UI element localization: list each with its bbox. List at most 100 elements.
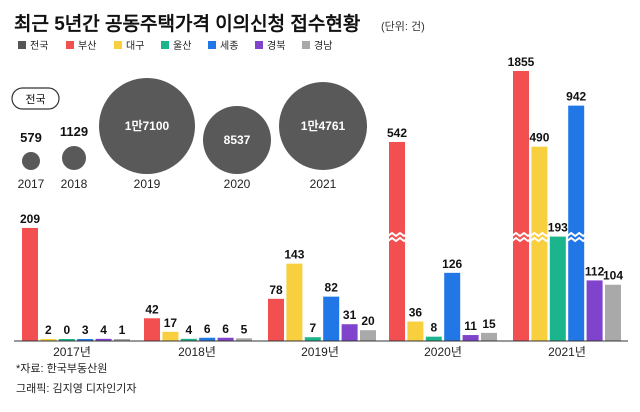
axis-break-lower-2020년-부산 — [387, 236, 407, 243]
national-badge-label: 전국 — [25, 93, 45, 106]
bar-2021년-경북 — [586, 280, 603, 341]
value-label-2020년-대구: 36 — [409, 306, 423, 320]
bar-2018년-세종 — [199, 337, 216, 341]
bar-2019년-부산 — [268, 298, 284, 341]
legend-swatch-부산 — [66, 41, 74, 49]
bar-2019년-울산 — [304, 337, 321, 341]
bar-2017년-울산 — [58, 339, 75, 341]
bar-2018년-부산 — [144, 318, 160, 341]
national-value-2018: 1129 — [60, 124, 88, 139]
value-label-2017년-울산: 0 — [63, 323, 70, 337]
legend-swatch-경북 — [255, 41, 263, 49]
value-label-2019년-대구: 143 — [284, 248, 304, 262]
legend-label-세종: 세종 — [220, 40, 238, 52]
bar-2020년-울산 — [425, 336, 442, 341]
bar-2019년-경북 — [341, 324, 358, 341]
value-label-2020년-경남: 15 — [482, 317, 496, 331]
axis-break-2021년-대구 — [529, 231, 549, 238]
national-year-2020: 2020 — [224, 177, 251, 191]
bar-2018년-대구 — [162, 331, 179, 341]
value-label-2021년-울산: 193 — [548, 221, 568, 235]
legend: 전국 부산 대구 울산 세종 경북 경남 — [18, 39, 332, 52]
national-year-2018: 2018 — [61, 177, 88, 191]
axis-break-lower-2021년-부산 — [511, 236, 531, 243]
value-label-2017년-부산: 209 — [20, 212, 40, 226]
bar-2018년-경남 — [236, 338, 252, 341]
bar-2021년-부산 — [513, 71, 529, 341]
value-label-2018년-부산: 42 — [145, 302, 159, 316]
value-label-2021년-경북: 112 — [585, 264, 605, 278]
legend-swatch-울산 — [161, 41, 169, 49]
bar-2019년-대구 — [286, 263, 303, 341]
bar-2021년-울산 — [549, 236, 566, 341]
value-label-2021년-대구: 490 — [529, 131, 549, 145]
legend-label-대구: 대구 — [126, 40, 144, 52]
bar-2017년-세종 — [77, 339, 94, 341]
national-value-2020: 8537 — [224, 133, 251, 147]
national-badge — [11, 87, 60, 110]
value-label-2017년-대구: 2 — [45, 323, 52, 337]
value-label-2019년-울산: 7 — [309, 321, 316, 335]
axis-break-2021년-세종 — [566, 231, 586, 238]
chart-title: 최근 5년간 공동주택가격 이의신청 접수현황 — [14, 12, 361, 35]
national-value-2017: 579 — [20, 130, 42, 145]
x-tick-2018년: 2018년 — [178, 345, 216, 359]
national-year-2019: 2019 — [134, 177, 161, 191]
bar-2021년-대구 — [531, 146, 548, 341]
x-tick-2021년: 2021년 — [548, 345, 586, 359]
value-label-2020년-부산: 542 — [387, 126, 407, 140]
value-label-2019년-부산: 78 — [269, 283, 283, 297]
legend-label-경북: 경북 — [267, 39, 285, 52]
axis-break-2020년-부산 — [387, 231, 407, 238]
legend-swatch-대구 — [114, 41, 122, 49]
axis-break-lower-2021년-대구 — [529, 236, 549, 243]
national-bubble-2017 — [22, 152, 40, 170]
axis-break-lower-2021년-세종 — [566, 236, 586, 243]
value-label-2020년-울산: 8 — [430, 321, 437, 335]
bar-2021년-경남 — [605, 284, 621, 341]
value-label-2018년-세종: 6 — [204, 322, 211, 336]
legend-label-울산: 울산 — [173, 40, 191, 52]
bar-2017년-경북 — [95, 338, 112, 341]
x-axis: 2017년 2018년 2019년 2020년 2021년 — [14, 340, 628, 359]
x-tick-2019년: 2019년 — [301, 345, 339, 359]
value-label-2018년-경북: 6 — [222, 322, 229, 336]
bar-2019년-세종 — [323, 296, 340, 341]
national-year-2017: 2017 — [18, 177, 45, 191]
bar-2018년-울산 — [180, 338, 197, 341]
legend-swatch-전국 — [18, 41, 26, 49]
value-label-2018년-울산: 4 — [185, 323, 192, 337]
value-label-2017년-경북: 4 — [100, 323, 107, 337]
bar-2017년-대구 — [40, 339, 57, 341]
axis-break-2021년-부산 — [511, 231, 531, 238]
bar-2017년-경남 — [114, 339, 130, 341]
value-label-2021년-경남: 104 — [603, 269, 623, 283]
value-label-2018년-경남: 5 — [241, 322, 248, 336]
value-label-2021년-부산: 1855 — [508, 55, 535, 69]
bar-2017년-부산 — [22, 227, 38, 341]
credit-note: 그래픽: 김지영 디자인기자 — [16, 382, 137, 395]
legend-label-경남: 경남 — [314, 39, 332, 52]
value-label-2020년-경북: 11 — [464, 319, 477, 333]
legend-label-부산: 부산 — [78, 40, 96, 52]
national-bubble-2018 — [62, 146, 86, 170]
value-label-2019년-세종: 82 — [325, 281, 339, 295]
bar-2018년-경북 — [217, 337, 234, 341]
legend-swatch-세종 — [208, 41, 216, 49]
source-note: *자료: 한국부동산원 — [16, 362, 107, 375]
bar-2020년-대구 — [407, 321, 424, 341]
value-label-2021년-세종: 942 — [566, 90, 586, 104]
national-totals: 전국 579 2017 1129 2018 1만7100 2019 8537 2020 1만476… — [11, 78, 367, 191]
unit-label: (단위: 건) — [381, 20, 425, 33]
value-label-2020년-세종: 126 — [442, 257, 462, 271]
national-year-2021: 2021 — [310, 177, 337, 191]
national-bubble-2021 — [279, 82, 367, 170]
value-label-2017년-경남: 1 — [119, 323, 126, 337]
national-value-2021: 1만4761 — [301, 118, 346, 133]
x-tick-2017년: 2017년 — [53, 345, 91, 359]
bar-2021년-세종 — [568, 105, 585, 341]
legend-label-전국: 전국 — [30, 40, 48, 52]
